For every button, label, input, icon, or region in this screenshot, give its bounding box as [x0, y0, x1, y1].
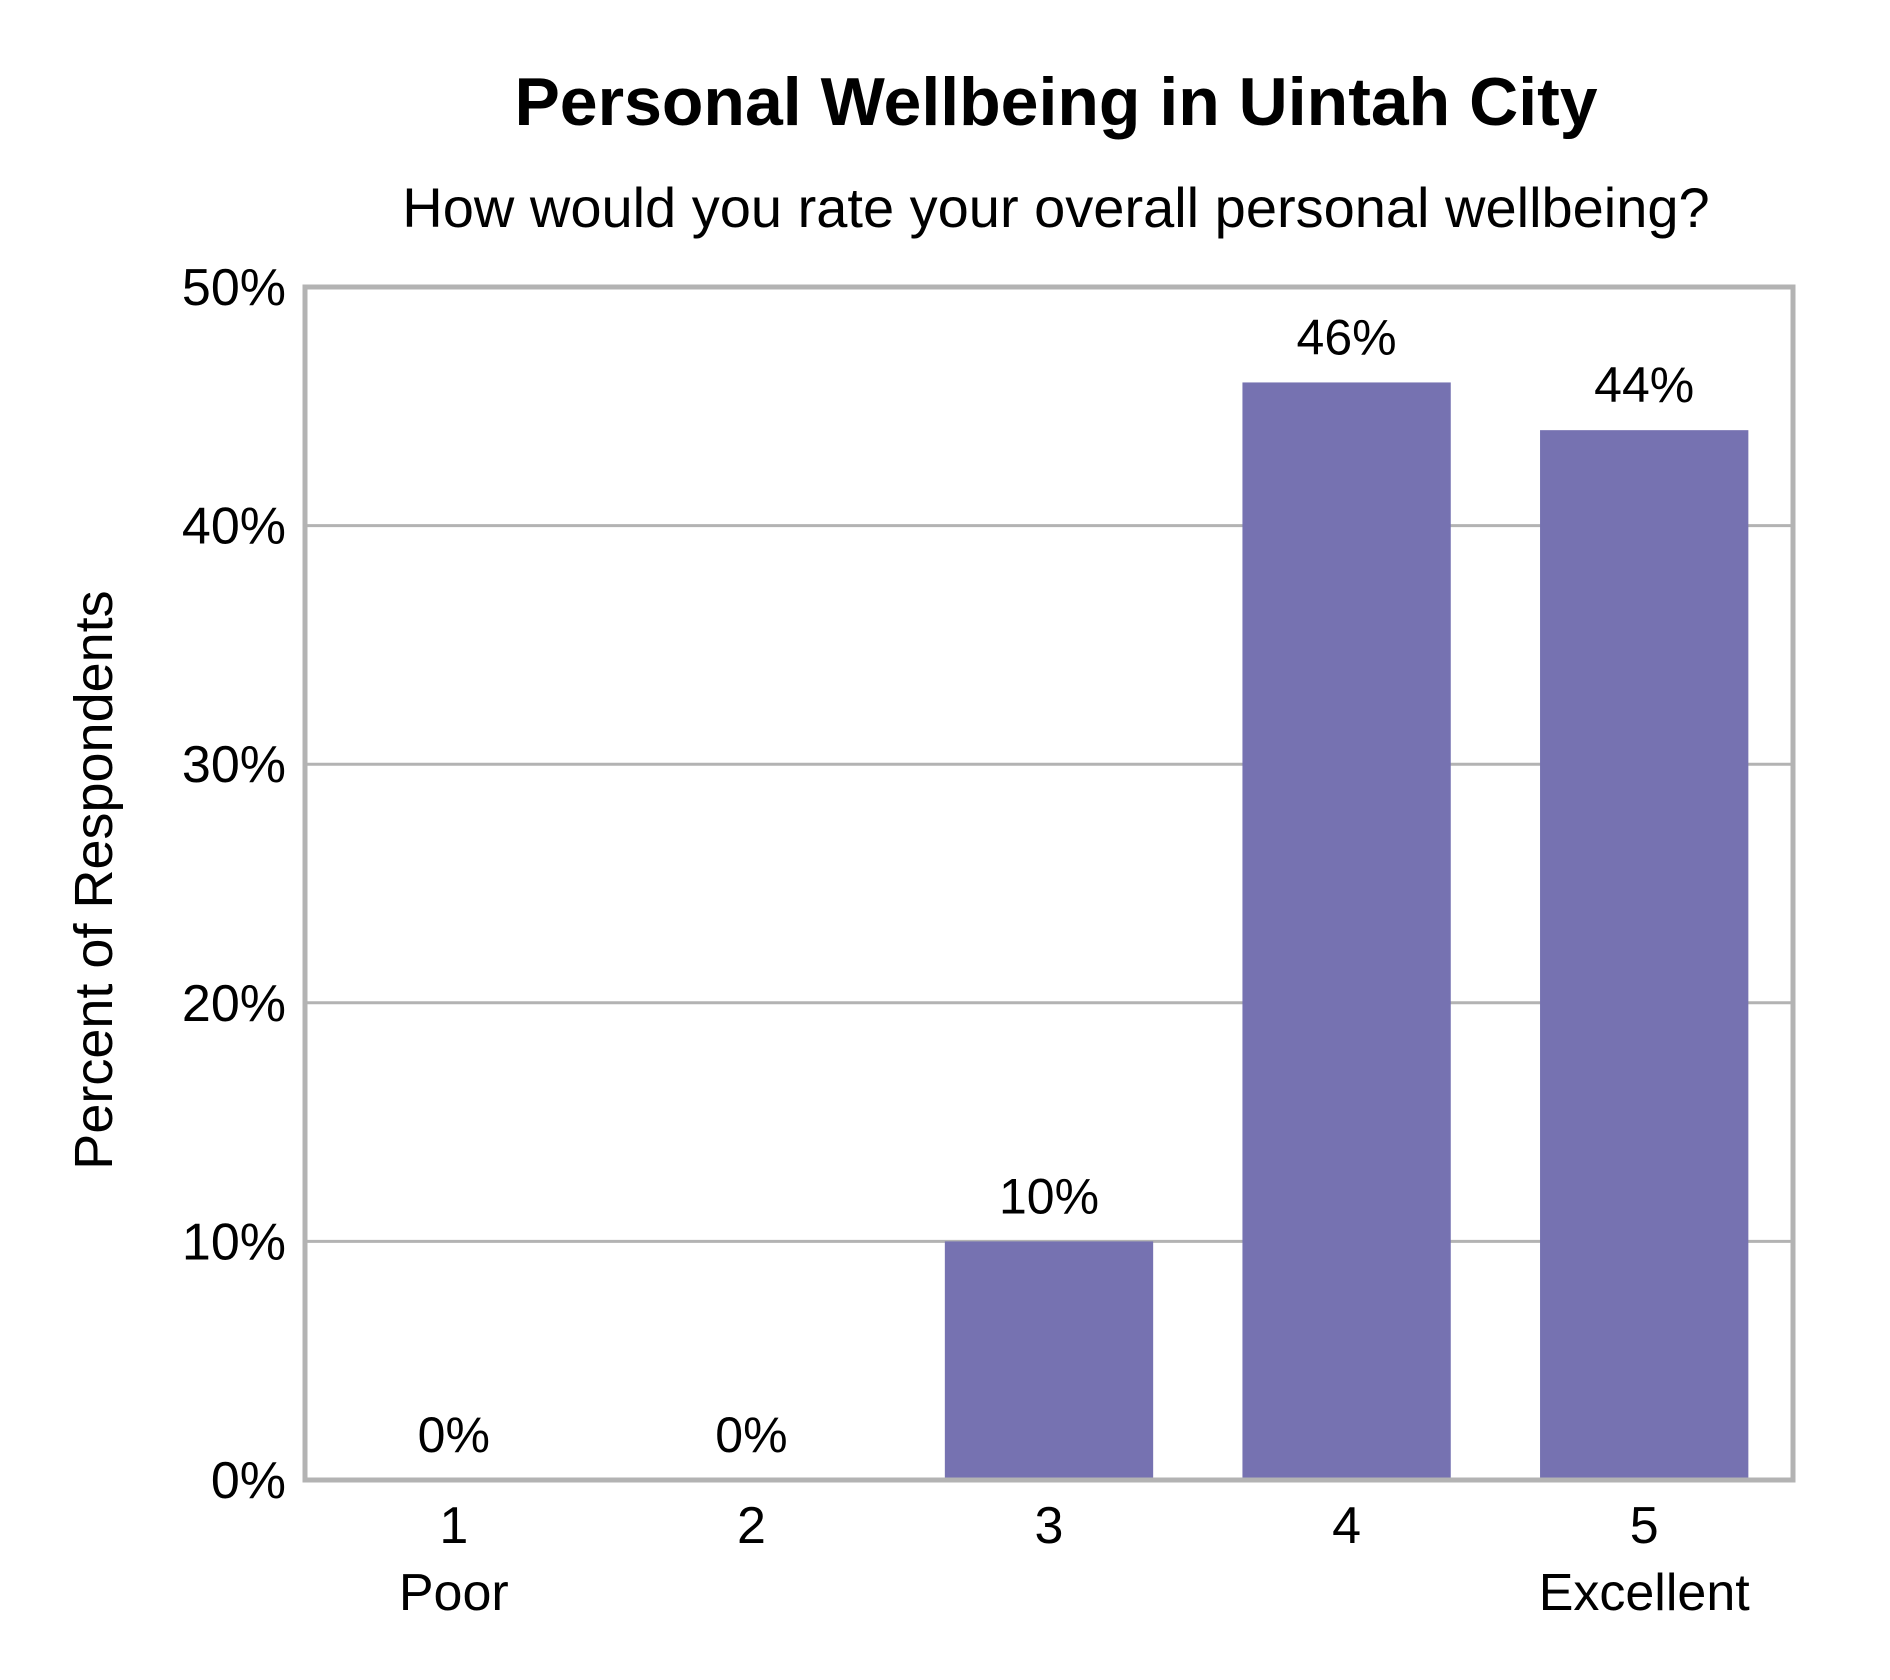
plot-border — [302, 284, 1796, 1483]
bar — [1540, 430, 1749, 1480]
y-tick-label: 0% — [211, 1452, 286, 1510]
data-label: 10% — [999, 1168, 1099, 1224]
y-tick-label: 20% — [182, 975, 286, 1033]
plot-frame — [302, 284, 1796, 1483]
x-tick-label: 4 — [1332, 1497, 1361, 1555]
bar — [944, 1241, 1154, 1480]
y-tick-label: 10% — [182, 1213, 286, 1271]
chart-subtitle: How would you rate your overall personal… — [402, 176, 1709, 239]
x-tick-sublabel: Poor — [399, 1564, 509, 1622]
data-label: 0% — [715, 1407, 787, 1463]
data-label: 0% — [418, 1407, 490, 1463]
x-tick-label: 1 — [439, 1497, 468, 1555]
data-label: 46% — [1297, 309, 1397, 365]
y-tick-label: 40% — [182, 498, 286, 556]
y-tick-label: 50% — [182, 259, 286, 317]
data-label: 44% — [1594, 357, 1694, 413]
y-tick-label: 30% — [182, 736, 286, 794]
y-tick-labels: 0% 10% 20% 30% 40% 50% — [182, 259, 286, 1510]
y-axis-title: Percent of Respondents — [64, 590, 124, 1169]
bar — [1242, 382, 1451, 1481]
bars — [944, 382, 1749, 1481]
x-tick-label: 5 — [1630, 1497, 1659, 1555]
chart-title: Personal Wellbeing in Uintah City — [514, 64, 1597, 140]
x-tick-label: 2 — [737, 1497, 766, 1555]
x-tick-labels: 1 Poor 2 3 4 5 Excellent — [399, 1497, 1750, 1622]
data-labels: 0% 0% 10% 46% 44% — [418, 309, 1695, 1463]
x-tick-sublabel: Excellent — [1539, 1564, 1751, 1622]
x-tick-label: 3 — [1035, 1497, 1064, 1555]
